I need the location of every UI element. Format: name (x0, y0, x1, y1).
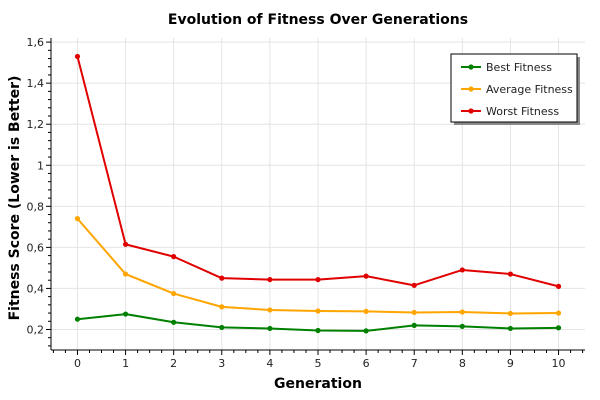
x-tick-label: 5 (315, 357, 322, 370)
y-tick-label: 0,6 (27, 241, 45, 254)
x-tick-label: 0 (74, 357, 81, 370)
average-fitness-point (267, 307, 273, 313)
best-fitness-point (219, 324, 225, 331)
average-fitness-point (555, 310, 562, 316)
legend-marker-worst-fitness (468, 108, 474, 114)
x-tick-label: 4 (266, 357, 273, 370)
best-fitness-point (411, 322, 417, 328)
worst-fitness-point (122, 241, 129, 247)
worst-fitness-point (411, 282, 417, 288)
best-fitness-point (555, 325, 562, 331)
x-tick-label: 8 (459, 357, 466, 370)
best-fitness-point (363, 328, 369, 334)
legend: Best Fitness Average Fitness Worst Fitness (450, 53, 580, 125)
average-fitness-point (363, 308, 369, 315)
average-fitness-point (74, 216, 81, 222)
x-tick-label: 6 (363, 357, 370, 370)
x-tick-label: 7 (411, 357, 418, 370)
best-fitness-point (315, 327, 321, 334)
average-fitness-point (219, 304, 225, 310)
average-fitness-point (122, 271, 129, 277)
y-tick-label: 0,8 (27, 200, 45, 213)
legend-marker-best-fitness (468, 64, 474, 70)
best-fitness-point (507, 325, 514, 332)
worst-fitness-point (363, 273, 369, 279)
x-axis-title: Generation (274, 376, 362, 392)
x-tick-label: 9 (507, 357, 514, 370)
series-layer (74, 53, 562, 334)
best-fitness-point (459, 323, 465, 329)
x-tick-label: 3 (218, 357, 225, 370)
y-tick-label: 1,6 (27, 36, 45, 49)
y-tick-label: 1,4 (27, 77, 45, 90)
x-tick-label: 2 (170, 357, 177, 370)
legend-marker-average-fitness (468, 86, 474, 92)
legend-label-best-fitness: Best Fitness (486, 61, 552, 74)
average-fitness-point (171, 290, 177, 297)
y-axis-title: Fitness Score (Lower is Better) (7, 76, 23, 321)
best-fitness-point (171, 319, 177, 325)
x-tick-label: 10 (552, 357, 566, 370)
worst-fitness-point (315, 276, 321, 283)
best-fitness-point (267, 325, 273, 332)
average-fitness-point (459, 309, 465, 315)
worst-fitness-point (219, 275, 225, 281)
legend-label-worst-fitness: Worst Fitness (486, 105, 559, 118)
average-fitness-point (315, 308, 321, 314)
worst-fitness-point (459, 267, 465, 273)
average-fitness-point (507, 310, 514, 317)
worst-fitness-point (171, 254, 177, 260)
chart-title: Evolution of Fitness Over Generations (168, 12, 468, 28)
worst-fitness-point (74, 53, 81, 60)
y-tick-label: 1,2 (27, 118, 45, 131)
worst-fitness-point (507, 271, 514, 277)
best-fitness-point (122, 311, 129, 317)
best-fitness-point (74, 316, 81, 322)
average-fitness-point (411, 309, 417, 316)
x-tick-label: 1 (122, 357, 129, 370)
legend-label-average-fitness: Average Fitness (486, 83, 573, 96)
axes: 0,2 0,4 0,6 0,8 1 1,2 1,4 1,6 0 1 2 3 4 5 6 7 8 9 10 (27, 36, 585, 370)
y-tick-label: 0,4 (27, 282, 45, 295)
y-tick-label: 0,2 (27, 323, 45, 336)
worst-fitness-point (267, 276, 273, 283)
y-tick-label: 1 (37, 159, 44, 172)
worst-fitness-point (555, 283, 562, 289)
